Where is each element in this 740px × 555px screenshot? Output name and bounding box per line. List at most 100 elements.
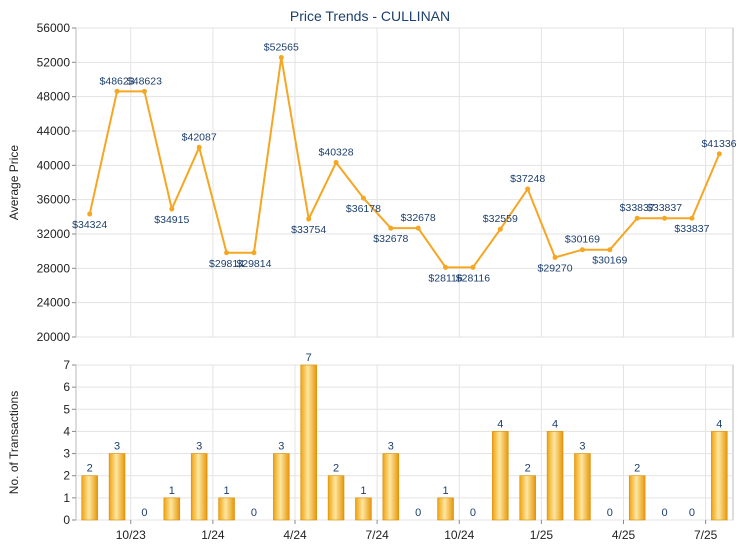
- price-data-label: $42087: [182, 131, 217, 143]
- price-data-label: $33754: [291, 224, 326, 236]
- price-data-label: $29814: [209, 258, 244, 270]
- price-data-label: $29814: [236, 258, 271, 270]
- price-data-label: $40328: [319, 147, 354, 159]
- price-point: [525, 186, 531, 192]
- tx-bar: [492, 431, 509, 521]
- price-point: [278, 54, 284, 60]
- tx-data-label: 0: [470, 507, 476, 519]
- price-y-tick-label: 48000: [37, 90, 71, 104]
- price-data-label: $33837: [620, 202, 655, 214]
- tx-data-label: 1: [360, 485, 366, 497]
- transactions-panel: 0 1 2 3 4 5 6 7 No. of Transactions 2 3 0 1 3 1 0 3 7 2 1 3 0…: [7, 352, 734, 542]
- price-point: [388, 225, 394, 231]
- x-tick-label: 10/23: [116, 528, 146, 542]
- price-plot-area: [75, 27, 734, 338]
- price-point: [470, 264, 476, 270]
- tx-data-label: 3: [196, 441, 202, 453]
- price-data-label: $32678: [373, 233, 408, 245]
- price-y-tick-label: 52000: [37, 55, 71, 69]
- price-data-label: $36178: [346, 203, 381, 215]
- price-y-tick-label: 36000: [37, 193, 71, 207]
- price-point: [224, 250, 230, 256]
- x-tick-label: 4/24: [283, 528, 307, 542]
- tx-y-tick-label: 1: [63, 491, 70, 505]
- price-point: [497, 226, 503, 232]
- tx-data-label: 3: [579, 441, 585, 453]
- tx-bar: [81, 475, 98, 521]
- price-point: [87, 211, 93, 217]
- tx-y-tick-label: 2: [63, 469, 70, 483]
- price-point: [607, 247, 613, 253]
- price-data-label: $32559: [483, 213, 518, 225]
- price-y-tick-label: 32000: [37, 227, 71, 241]
- tx-y-tick-label: 4: [63, 424, 70, 438]
- tx-data-label: 2: [525, 463, 531, 475]
- x-tick-label: 10/24: [444, 528, 474, 542]
- tx-data-label: 2: [87, 463, 93, 475]
- tx-data-label: 0: [689, 507, 695, 519]
- price-y-tick-label: 40000: [37, 158, 71, 172]
- tx-data-label: 1: [169, 485, 175, 497]
- tx-bar: [327, 475, 345, 521]
- tx-bar: [300, 364, 317, 521]
- price-point: [443, 264, 449, 270]
- price-point: [196, 144, 202, 150]
- tx-data-label: 7: [306, 352, 312, 364]
- price-data-label: $37248: [510, 173, 545, 185]
- tx-bar: [546, 431, 564, 521]
- price-y-axis-label: Average Price: [7, 145, 21, 220]
- price-data-label: $29270: [538, 262, 573, 274]
- tx-y-axis-label: No. of Transactions: [7, 391, 21, 494]
- tx-data-label: 1: [443, 485, 449, 497]
- tx-bar: [519, 475, 536, 521]
- tx-bar: [711, 431, 728, 521]
- price-data-label: $28116: [428, 272, 462, 284]
- tx-data-label: 0: [251, 507, 257, 519]
- price-point: [306, 216, 312, 222]
- price-y-tick-label: 20000: [37, 330, 71, 344]
- price-data-label: $34324: [72, 219, 107, 231]
- tx-bar: [628, 475, 646, 521]
- price-point: [662, 215, 668, 221]
- tx-data-label: 3: [114, 441, 120, 453]
- x-tick-label: 1/25: [530, 528, 554, 542]
- price-data-label: $32678: [401, 212, 436, 224]
- price-point: [333, 160, 339, 166]
- price-point: [415, 225, 421, 231]
- price-point: [169, 206, 175, 212]
- price-point: [360, 195, 366, 201]
- chart-title: Price Trends - CULLINAN: [290, 8, 450, 24]
- tx-data-label: 2: [333, 463, 339, 475]
- price-point: [579, 247, 585, 253]
- tx-bar: [355, 497, 372, 521]
- tx-bar: [163, 497, 181, 521]
- price-y-tick-label: 56000: [37, 21, 71, 35]
- x-tick-label: 7/24: [365, 528, 389, 542]
- tx-y-tick-label: 0: [63, 513, 70, 527]
- price-data-label: $48623: [100, 75, 135, 87]
- price-data-label: $28116: [456, 272, 490, 284]
- price-data-label: $33837: [674, 223, 709, 235]
- price-point: [689, 215, 695, 221]
- tx-bar: [382, 453, 400, 521]
- price-y-tick-label: 24000: [37, 296, 71, 310]
- price-y-tick-label: 28000: [37, 261, 71, 275]
- tx-bar: [273, 453, 290, 521]
- price-point: [716, 151, 722, 157]
- price-data-label: $48623: [127, 75, 162, 87]
- tx-data-label: 0: [607, 507, 613, 519]
- tx-data-label: 0: [141, 507, 147, 519]
- tx-bar: [437, 497, 454, 521]
- x-tick-label: 4/25: [612, 528, 636, 542]
- tx-bar: [218, 497, 235, 521]
- price-data-label: $34915: [154, 214, 189, 226]
- x-tick-label: 7/25: [694, 528, 718, 542]
- tx-data-label: 3: [388, 441, 394, 453]
- tx-y-tick-label: 3: [63, 447, 70, 461]
- price-data-label: $52565: [264, 41, 299, 53]
- tx-y-tick-label: 7: [63, 358, 70, 372]
- tx-y-tick-label: 5: [63, 402, 70, 416]
- tx-data-label: 4: [716, 418, 722, 430]
